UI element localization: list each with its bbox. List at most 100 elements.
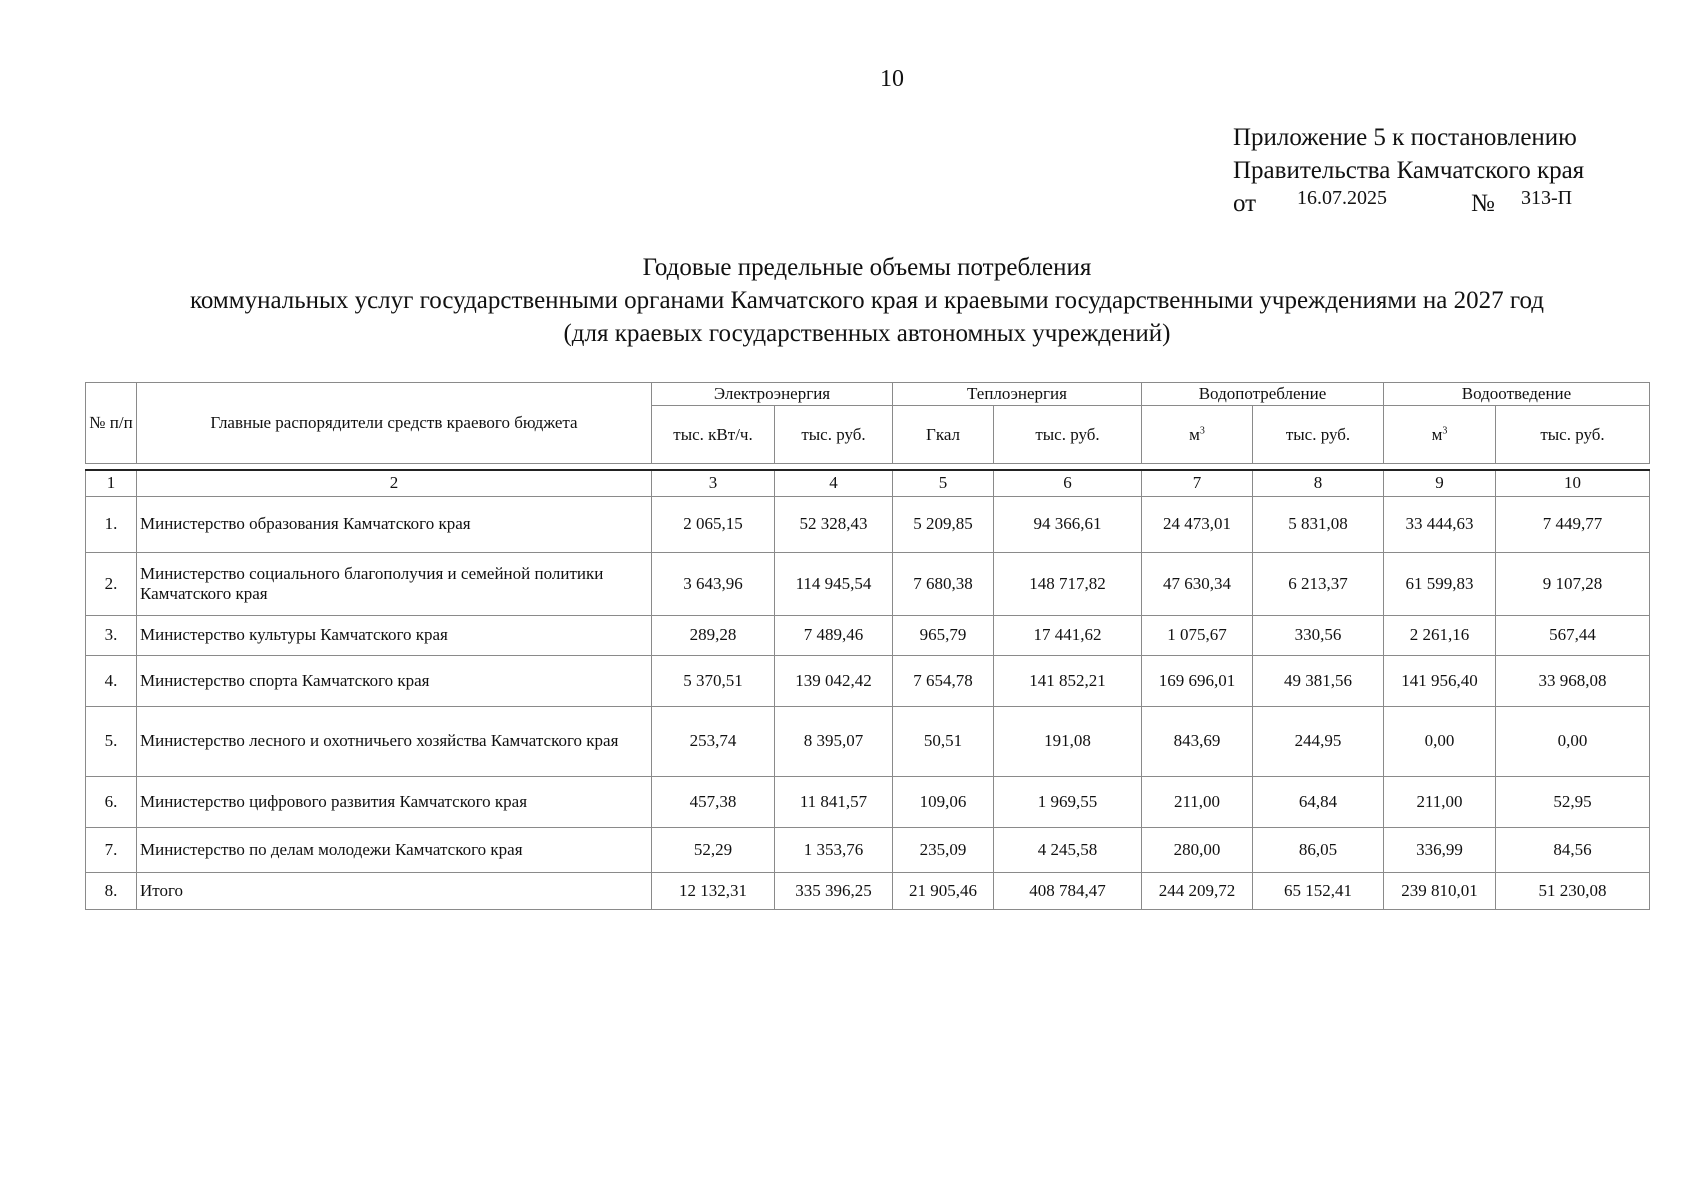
appendix-number: 313-П <box>1521 187 1573 209</box>
table-header: № п/п Главные распорядители средств крае… <box>85 382 1650 464</box>
row-number: 4. <box>85 654 137 707</box>
title-line1: Годовые предельные объемы потребления <box>642 254 1092 281</box>
row-value: 47 630,34 <box>1141 551 1253 616</box>
row-value: 2 065,15 <box>651 495 775 553</box>
row-value: 9 107,28 <box>1495 551 1650 616</box>
column-number: 7 <box>1141 469 1253 497</box>
row-value: 567,44 <box>1495 614 1650 656</box>
column-number: 3 <box>651 469 775 497</box>
header-unit: тыс. руб. <box>774 405 893 464</box>
appendix-number-label: № <box>1471 190 1495 217</box>
row-value: 61 599,83 <box>1383 551 1496 616</box>
row-name: Министерство образования Камчатского кра… <box>136 495 652 553</box>
row-value: 33 444,63 <box>1383 495 1496 553</box>
row-value: 457,38 <box>651 775 775 828</box>
table-row: 8. Итого 12 132,31 335 396,25 21 905,46 408 7… <box>85 871 1650 910</box>
row-value: 139 042,42 <box>774 654 893 707</box>
header-group: Водоотведение <box>1383 382 1650 406</box>
row-name: Министерство лесного и охотничьего хозяй… <box>136 705 652 777</box>
column-number: 4 <box>774 469 893 497</box>
table-row: 7. Министерство по делам молодежи Камчатс… <box>85 826 1650 873</box>
row-number: 3. <box>85 614 137 656</box>
row-number: 6. <box>85 775 137 828</box>
row-value: 86,05 <box>1252 826 1384 873</box>
table-row: 6. Министерство цифрового развития Камчат… <box>85 775 1650 828</box>
row-value: 5 831,08 <box>1252 495 1384 553</box>
row-value: 843,69 <box>1141 705 1253 777</box>
row-value: 84,56 <box>1495 826 1650 873</box>
table-row: 3. Министерство культуры Камчатского края… <box>85 614 1650 656</box>
column-number-row: 1 2 3 4 5 6 7 8 9 10 <box>85 469 1650 497</box>
row-value: 1 075,67 <box>1141 614 1253 656</box>
row-value: 1 353,76 <box>774 826 893 873</box>
row-value: 114 945,54 <box>774 551 893 616</box>
row-value: 3 643,96 <box>651 551 775 616</box>
row-name: Министерство социального благополучия и … <box>136 551 652 616</box>
table-row: 1. Министерство образования Камчатского к… <box>85 495 1650 553</box>
row-number: 2. <box>85 551 137 616</box>
row-value: 965,79 <box>892 614 994 656</box>
row-value: 11 841,57 <box>774 775 893 828</box>
row-value: 5 370,51 <box>651 654 775 707</box>
appendix-line2: Правительства Камчатского края <box>1233 157 1585 184</box>
row-name: Министерство культуры Камчатского края <box>136 614 652 656</box>
column-number: 8 <box>1252 469 1384 497</box>
row-value: 94 366,61 <box>993 495 1142 553</box>
row-value: 2 261,16 <box>1383 614 1496 656</box>
column-number: 2 <box>136 469 652 497</box>
row-value: 141 956,40 <box>1383 654 1496 707</box>
table-row: 5. Министерство лесного и охотничьего хоз… <box>85 705 1650 777</box>
header-unit: м3 <box>1141 405 1253 464</box>
row-value: 244 209,72 <box>1141 871 1253 910</box>
appendix-line1: Приложение 5 к постановлению <box>1233 124 1577 151</box>
row-value: 408 784,47 <box>993 871 1142 910</box>
row-value: 6 213,37 <box>1252 551 1384 616</box>
row-value: 244,95 <box>1252 705 1384 777</box>
row-value: 5 209,85 <box>892 495 994 553</box>
column-number: 1 <box>85 469 137 497</box>
header-num: № п/п <box>85 382 137 464</box>
page-number: 10 <box>880 66 904 92</box>
row-value: 1 969,55 <box>993 775 1142 828</box>
row-value: 336,99 <box>1383 826 1496 873</box>
row-value: 12 132,31 <box>651 871 775 910</box>
row-name: Министерство цифрового развития Камчатск… <box>136 775 652 828</box>
row-value: 51 230,08 <box>1495 871 1650 910</box>
row-value: 211,00 <box>1383 775 1496 828</box>
header-group: Электроэнергия <box>651 382 893 406</box>
row-value: 52,95 <box>1495 775 1650 828</box>
row-value: 330,56 <box>1252 614 1384 656</box>
header-unit: Гкал <box>892 405 994 464</box>
header-unit: м3 <box>1383 405 1496 464</box>
row-value: 17 441,62 <box>993 614 1142 656</box>
row-value: 21 905,46 <box>892 871 994 910</box>
row-value: 0,00 <box>1383 705 1496 777</box>
header-group: Теплоэнергия <box>892 382 1142 406</box>
row-value: 50,51 <box>892 705 994 777</box>
row-value: 7 680,38 <box>892 551 994 616</box>
row-value: 191,08 <box>993 705 1142 777</box>
row-value: 8 395,07 <box>774 705 893 777</box>
column-number: 9 <box>1383 469 1496 497</box>
row-value: 7 449,77 <box>1495 495 1650 553</box>
table-row: 2. Министерство социального благополучия … <box>85 551 1650 616</box>
row-value: 141 852,21 <box>993 654 1142 707</box>
row-value: 49 381,56 <box>1252 654 1384 707</box>
row-value: 148 717,82 <box>993 551 1142 616</box>
data-table: 1 2 3 4 5 6 7 8 9 10 1. Министерство образования Ка… <box>85 469 1650 910</box>
row-value: 280,00 <box>1141 826 1253 873</box>
header-unit: тыс. руб. <box>1495 405 1650 464</box>
column-number: 10 <box>1495 469 1650 497</box>
row-number: 8. <box>85 871 137 910</box>
appendix-date: 16.07.2025 <box>1297 187 1387 209</box>
header-unit: тыс. кВт/ч. <box>651 405 775 464</box>
table-row: 4. Министерство спорта Камчатского края 5 … <box>85 654 1650 707</box>
row-number: 7. <box>85 826 137 873</box>
row-value: 239 810,01 <box>1383 871 1496 910</box>
row-value: 33 968,08 <box>1495 654 1650 707</box>
row-value: 65 152,41 <box>1252 871 1384 910</box>
row-name: Министерство по делам молодежи Камчатско… <box>136 826 652 873</box>
header-unit: тыс. руб. <box>993 405 1142 464</box>
row-number: 5. <box>85 705 137 777</box>
title-line3: (для краевых государственных автономных … <box>563 320 1171 347</box>
